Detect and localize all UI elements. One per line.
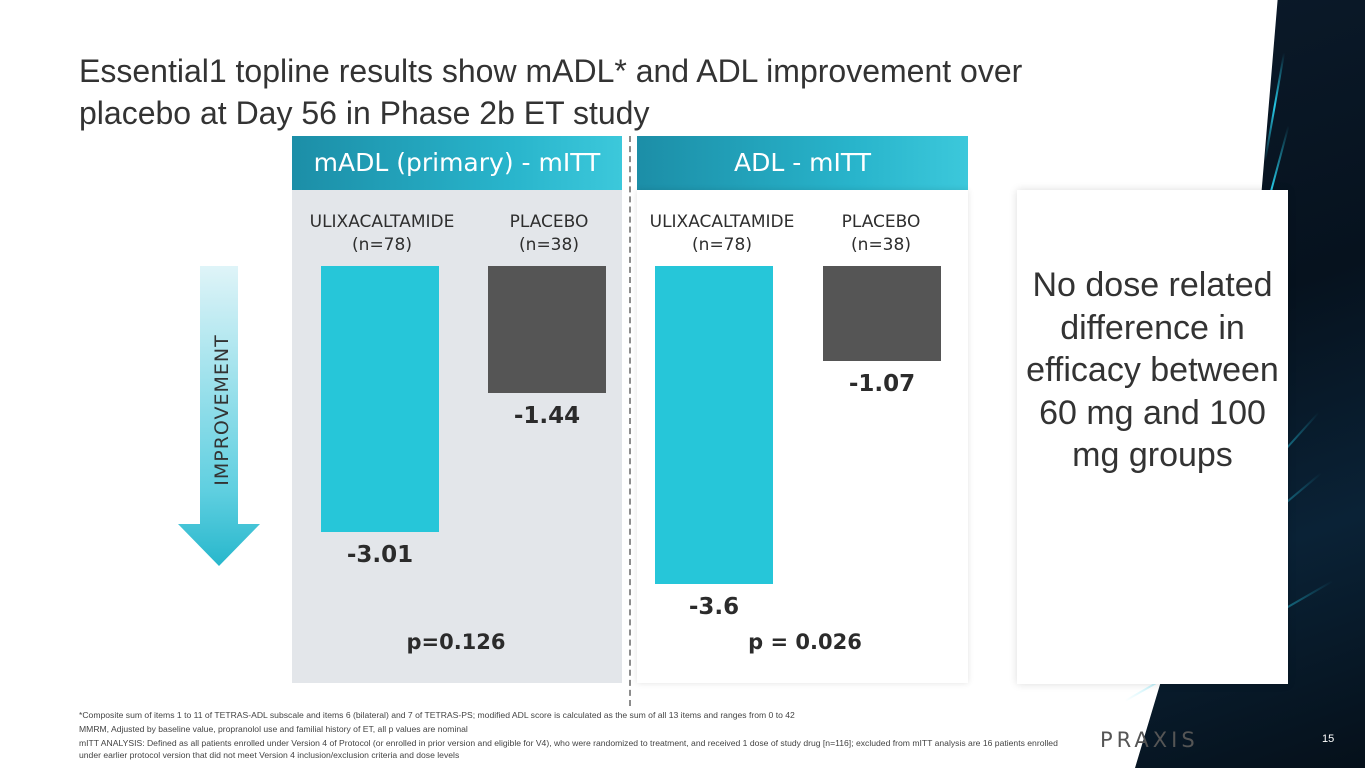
improvement-label: IMPROVEMENT [211, 334, 233, 486]
note-box [1017, 190, 1288, 684]
madl-panel-title: mADL (primary) - mITT [313, 148, 601, 177]
adl-bar-placebo [823, 266, 941, 361]
adl-value-label-ulixacaltamide: -3.6 [688, 594, 740, 620]
madl-value-label-ulixacaltamide: -3.01 [346, 541, 414, 568]
category-n: (n=78) [352, 235, 412, 255]
improvement-arrow-icon [178, 266, 260, 566]
madl-category-label-placebo: PLACEBO (n=38) [464, 211, 634, 257]
category-n: (n=38) [851, 235, 911, 255]
category-name: ULIXACALTAMIDE [649, 212, 795, 232]
madl-value-label-placebo: -1.44 [513, 403, 581, 430]
madl-bar-placebo [488, 266, 606, 394]
adl-panel-title: ADL - mITT [733, 148, 872, 177]
footnote-composite: *Composite sum of items 1 to 11 of TETRA… [79, 710, 795, 720]
adl-p-value: p = 0.026 [748, 630, 862, 654]
category-name: PLACEBO [841, 212, 921, 232]
adl-value-label-placebo: -1.07 [848, 370, 916, 397]
madl-p-value: p=0.126 [406, 630, 506, 654]
adl-bar-ulixacaltamide [655, 266, 773, 584]
footnote-mmrm: MMRM, Adjusted by baseline value, propra… [79, 724, 468, 734]
page-number: 15 [1322, 733, 1335, 745]
note-text: No dose related difference in efficacy b… [1026, 266, 1279, 474]
category-n: (n=78) [692, 235, 752, 255]
footnote-mitt: mITT ANALYSIS: Defined as all patients e… [79, 738, 1058, 760]
page-title: Essential1 topline results show mADL* an… [79, 53, 1023, 131]
panel-divider [629, 136, 631, 706]
adl-category-label-ulixacaltamide: ULIXACALTAMIDE (n=78) [637, 211, 807, 257]
category-name: PLACEBO [509, 212, 589, 232]
adl-panel-header: ADL - mITT [637, 136, 968, 190]
adl-category-label-placebo: PLACEBO (n=38) [796, 211, 966, 257]
category-name: ULIXACALTAMIDE [309, 212, 455, 232]
category-n: (n=38) [519, 235, 579, 255]
praxis-logo: PRAXIS [1100, 728, 1199, 752]
madl-category-label-ulixacaltamide: ULIXACALTAMIDE (n=78) [297, 211, 467, 257]
madl-panel-header: mADL (primary) - mITT [292, 136, 622, 190]
madl-bar-ulixacaltamide [321, 266, 439, 532]
